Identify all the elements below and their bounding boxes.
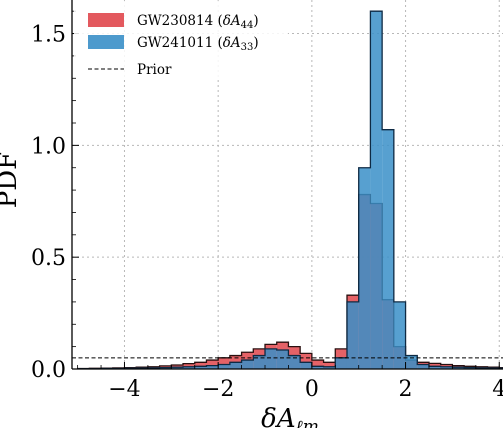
legend-label: GW241011 (δA33)	[137, 35, 259, 53]
histogram-bar	[206, 365, 219, 369]
axes-frame	[71, 0, 503, 370]
series-1	[76, 193, 503, 370]
tick-marks: −4 −2 0 2 4 0.0 0.5 1.0 1.5	[31, 10, 503, 402]
histogram-bar	[218, 364, 230, 369]
y-tick-label: 0.0	[31, 358, 66, 383]
histogram-bar	[370, 11, 383, 369]
histogram-bar	[382, 129, 394, 369]
histogram-bar	[194, 366, 207, 369]
histogram-bar	[311, 366, 324, 369]
histogram-bar	[276, 349, 289, 369]
y-tick-label: 1.5	[31, 23, 66, 48]
legend-swatch	[88, 35, 124, 49]
histogram-bar	[288, 355, 301, 369]
histogram-bar	[311, 360, 324, 369]
histogram-bar	[393, 301, 406, 369]
histogram-bar	[428, 366, 441, 369]
histogram-bar	[300, 353, 312, 369]
legend-label: GW230814 (δA44)	[137, 13, 259, 31]
histogram-bar	[159, 367, 172, 369]
histogram-bar	[206, 360, 219, 369]
histogram-bar	[218, 357, 230, 369]
histogram-bar	[405, 355, 418, 369]
axis-labels: δAℓm PDF	[0, 152, 319, 428]
histogram-bar	[183, 366, 195, 369]
histogram-bar	[417, 364, 429, 369]
histogram-bar	[171, 367, 184, 369]
histogram-bar	[323, 362, 336, 369]
histogram-bar	[440, 366, 453, 369]
histogram-bar	[452, 367, 465, 369]
histogram-bar	[229, 362, 242, 369]
x-tick-label: 4	[492, 377, 503, 402]
histogram-bar	[346, 301, 359, 369]
histogram-bar	[323, 366, 336, 369]
x-tick-label: −4	[108, 377, 140, 402]
histogram-bar	[464, 367, 476, 369]
x-tick-label: 2	[399, 377, 413, 402]
histogram-bar	[335, 357, 347, 369]
histogram-bar	[265, 348, 277, 369]
y-tick-label: 1.0	[31, 134, 66, 159]
x-tick-label: 0	[305, 377, 319, 402]
histogram-bar	[194, 362, 207, 369]
legend: GW230814 (δA44) GW241011 (δA33) Prior	[74, 1, 288, 78]
histogram-bar	[253, 355, 266, 369]
y-axis-label: PDF	[0, 152, 23, 208]
legend-label: Prior	[137, 62, 172, 78]
histogram-outline	[76, 193, 503, 370]
histogram-bar	[358, 167, 371, 369]
x-axis-label: δAℓm	[261, 404, 319, 428]
legend-swatch	[88, 13, 124, 27]
histogram-bar	[241, 360, 254, 369]
histogram-bar	[300, 362, 312, 369]
y-tick-label: 0.5	[31, 246, 66, 271]
x-tick-label: −2	[202, 377, 234, 402]
